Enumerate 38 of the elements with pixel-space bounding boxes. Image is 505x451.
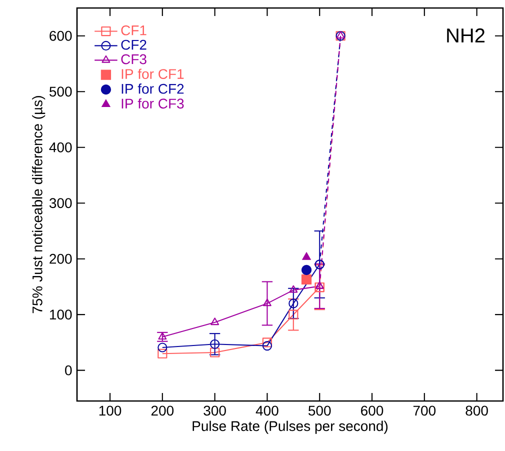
legend-label: IP for CF2 [122, 84, 184, 94]
x-tick-label: 100 [99, 406, 122, 416]
legend-label: IP for CF3 [122, 98, 184, 109]
point [262, 298, 272, 306]
point [288, 310, 298, 320]
x-tick-label: 800 [466, 406, 488, 416]
annotation: NH2 [447, 28, 485, 42]
x-axis-title: Pulse Rate (Pulses per second) [192, 420, 388, 434]
point [301, 264, 312, 276]
y-tick-label: 600 [50, 30, 72, 41]
y-tick-label: 300 [49, 198, 72, 208]
legend-label: CF1 [121, 25, 146, 36]
y-axis-title: 75% Just noticeable difference (µs) [32, 96, 46, 314]
point [289, 285, 298, 293]
x-tick-label: 400 [256, 406, 278, 416]
legend-label: CF2 [121, 40, 146, 50]
point [210, 348, 220, 358]
x-tick-label: 600 [361, 406, 384, 416]
legend-label: IP for CF1 [122, 68, 184, 79]
y-tick-label: 200 [50, 254, 72, 264]
point [262, 341, 272, 351]
point [288, 298, 298, 308]
point [210, 339, 220, 349]
point [262, 338, 272, 348]
x-tick-label: 300 [204, 406, 226, 416]
y-tick-label: 500 [50, 86, 72, 97]
y-tick-label: 100 [50, 310, 72, 320]
x-tick-label: 500 [308, 406, 331, 416]
point [158, 348, 168, 358]
y-tick-label: 0 [65, 365, 72, 376]
x-tick-label: 200 [151, 406, 174, 416]
legend-label: CF3 [121, 54, 146, 64]
point [302, 252, 311, 260]
y-tick-label: 400 [49, 142, 72, 152]
point [301, 274, 312, 285]
x-tick-label: 700 [413, 406, 436, 416]
point [158, 342, 168, 352]
point [210, 318, 220, 326]
